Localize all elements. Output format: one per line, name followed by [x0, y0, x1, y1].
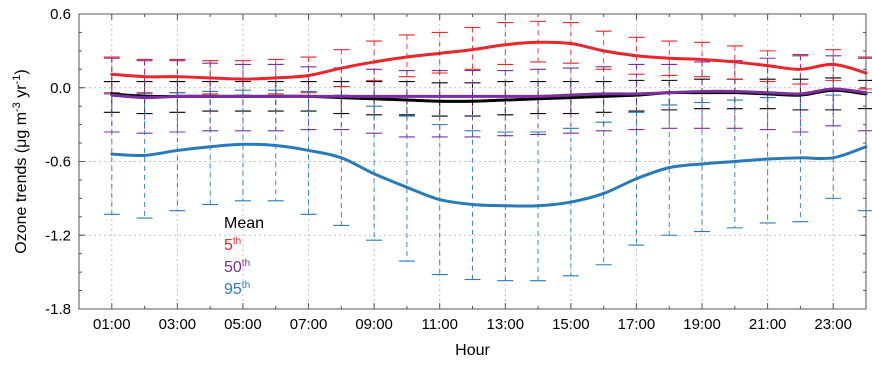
- legend-label-sup-50th: th: [242, 258, 250, 269]
- series-line-95th: [110, 142, 868, 208]
- x-tick-label-0: 01:00: [93, 316, 131, 333]
- x-tick-label-5: 11:00: [421, 316, 457, 333]
- x-tick-label-7: 15:00: [552, 316, 590, 333]
- legend-entry-95th: 95th: [224, 280, 250, 298]
- legend-label-sup-5th: th: [233, 236, 241, 247]
- series-line-5th: [110, 40, 868, 81]
- tick-labels-layer: 0.6 0.0 -0.6 -1.2 -1.8 01:00 03:00 05:00 07:00 09…: [45, 6, 852, 333]
- y-axis-title: Ozone trends (μg m-3 yr-1): [11, 69, 30, 253]
- legend-label-5th: 5: [224, 237, 233, 254]
- x-tick-label-4: 09:00: [355, 316, 393, 333]
- y-tick-label-3: -1.2: [45, 227, 71, 244]
- y-axis-title-main: Ozone trends (μg m: [13, 112, 30, 254]
- y-axis-title-sup2: -1: [11, 75, 23, 85]
- x-tick-label-11: 23:00: [814, 316, 852, 333]
- y-tick-label-4: -1.8: [45, 301, 71, 318]
- legend-label-95th: 95: [224, 281, 242, 298]
- legend-label-50th: 50: [224, 259, 242, 276]
- x-tick-label-8: 17:00: [618, 316, 656, 333]
- x-tick-label-1: 03:00: [159, 316, 197, 333]
- error-bars-layer: [103, 20, 872, 282]
- y-axis-title-end: ): [13, 69, 30, 74]
- x-tick-label-9: 19:00: [683, 316, 721, 333]
- x-tick-label-10: 21:00: [749, 316, 787, 333]
- legend-entry-5th: 5th: [224, 236, 241, 254]
- x-tick-label-3: 07:00: [290, 316, 328, 333]
- y-axis-title-sup1: -3: [11, 102, 23, 112]
- legend-entry-mean: Mean: [224, 215, 264, 232]
- legend-label-sup-95th: th: [242, 280, 250, 291]
- series-lines-layer: [110, 40, 868, 208]
- x-tick-label-6: 13:00: [487, 316, 525, 333]
- x-tick-label-2: 05:00: [224, 316, 262, 333]
- plot-frame-layer: [78, 13, 867, 310]
- y-tick-label-0: 0.6: [50, 6, 71, 23]
- series-line-50th: [110, 87, 868, 100]
- y-tick-label-1: 0.0: [50, 80, 71, 97]
- legend-entry-50th: 50th: [224, 258, 250, 276]
- legend-label-mean: Mean: [224, 215, 264, 232]
- y-tick-label-2: -0.6: [45, 154, 71, 171]
- y-axis-title-mid: yr: [13, 84, 30, 102]
- x-axis-title: Hour: [455, 342, 490, 359]
